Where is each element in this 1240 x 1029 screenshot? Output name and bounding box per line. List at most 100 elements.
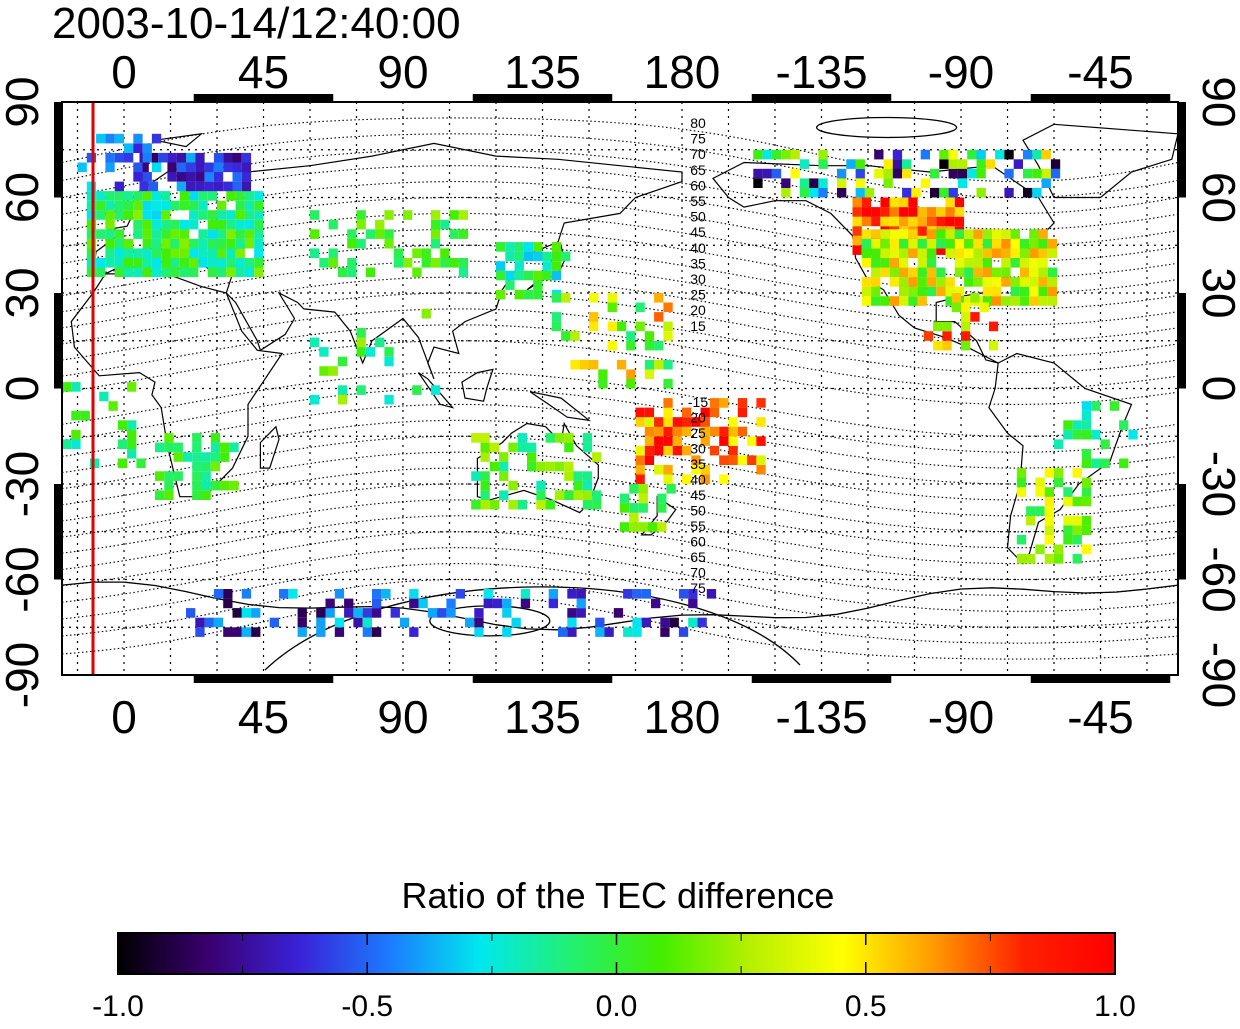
tec-cell (657, 522, 667, 532)
tec-cell (151, 238, 162, 249)
tec-cell (226, 248, 236, 258)
tec-cell (629, 503, 639, 513)
tec-cell (1072, 468, 1082, 478)
tec-cell (223, 162, 233, 173)
tec-cell (471, 433, 481, 443)
tec-cell (244, 191, 255, 201)
tec-cell (235, 200, 245, 211)
tec-cell (889, 238, 899, 249)
coastline (712, 161, 1055, 364)
tec-cell (589, 359, 599, 370)
tec-cell (719, 455, 729, 465)
tec-cell (114, 210, 124, 220)
tec-cell (936, 207, 946, 217)
tec-cell (124, 152, 134, 163)
tec-cell (254, 248, 264, 258)
tec-cell (161, 258, 171, 268)
tec-cell (564, 433, 574, 443)
tec-cell (954, 238, 965, 249)
tec-cell (325, 598, 335, 609)
tec-cell (1119, 458, 1129, 469)
tec-cell (964, 238, 974, 249)
tec-cell (635, 445, 645, 456)
tec-cell (1054, 544, 1064, 555)
tec-cell (1072, 496, 1082, 507)
lon-tick-top: -45 (1067, 46, 1133, 98)
tec-cell (951, 302, 961, 313)
tec-cell (217, 229, 227, 239)
tec-cell (582, 499, 593, 510)
tec-cell (86, 238, 97, 249)
tec-cell (564, 490, 574, 500)
tec-cell (176, 162, 186, 173)
tec-cell (607, 321, 617, 332)
tec-cell (908, 296, 918, 306)
tec-cell (908, 286, 918, 297)
tec-cell (948, 149, 958, 160)
tec-cell (992, 296, 1002, 306)
tec-cell (226, 219, 236, 230)
tec-cell (1063, 534, 1073, 545)
tec-cell (988, 321, 999, 332)
tec-cell (930, 168, 940, 179)
tec-cell (114, 181, 124, 192)
tec-cell (809, 178, 819, 188)
tec-cell (982, 296, 992, 306)
tec-cell (105, 152, 115, 163)
colorbar-ticks: -1.0 -0.5 0.0 0.5 1.0 (92, 933, 1136, 1023)
tec-cell (567, 627, 577, 637)
tec-cell (682, 407, 692, 418)
tec-cell (917, 267, 927, 278)
coastline (461, 368, 494, 402)
tec-cell (861, 216, 872, 227)
tec-cell (542, 270, 552, 281)
tec-cell (936, 267, 946, 278)
tec-cell (672, 436, 682, 446)
tec-cell (254, 238, 264, 249)
tec-cell (889, 296, 899, 306)
tec-cell (861, 286, 872, 297)
contour-label-north: 30 (690, 271, 706, 287)
tec-cell (672, 445, 682, 456)
tec-cell (880, 197, 890, 208)
tec-cell (973, 248, 983, 258)
tec-cell (663, 426, 673, 437)
tec-cell (1091, 458, 1101, 469)
tec-cell (954, 248, 965, 258)
tec-cell (189, 248, 199, 258)
contour-label-south: 35 (690, 456, 706, 472)
map-content (62, 102, 1178, 675)
tec-cell (220, 452, 230, 462)
tec-cell (189, 200, 199, 211)
tec-cell (133, 162, 143, 173)
contour-label-north: 65 (690, 162, 706, 178)
tec-cell (86, 258, 97, 268)
tec-cell (663, 417, 673, 427)
lon-tick-top: 180 (644, 46, 721, 98)
tec-cell (170, 219, 180, 230)
tec-cell (133, 258, 143, 268)
tec-cell (356, 238, 366, 249)
tec-cell (1041, 149, 1051, 160)
tec-cell (223, 589, 233, 599)
tec-cell (1038, 267, 1048, 278)
tec-cell (1054, 554, 1064, 564)
tec-cell (71, 382, 81, 392)
tec-cell (1032, 168, 1042, 179)
tec-cell (124, 258, 134, 268)
tec-cell (151, 267, 162, 278)
tec-cell (871, 286, 881, 297)
contour-label-south: 60 (690, 534, 706, 550)
tec-cell (217, 258, 227, 268)
mlat-contour (62, 419, 1178, 485)
tec-cell (874, 149, 884, 160)
tec-cell (629, 512, 639, 523)
tec-cell (644, 369, 655, 379)
tec-cell (480, 442, 490, 453)
tec-cell (908, 238, 918, 249)
tec-cell (613, 608, 624, 618)
tec-cell (576, 608, 586, 618)
tec-cell (964, 267, 974, 278)
tec-cell (372, 598, 382, 609)
tec-cell (818, 149, 828, 160)
